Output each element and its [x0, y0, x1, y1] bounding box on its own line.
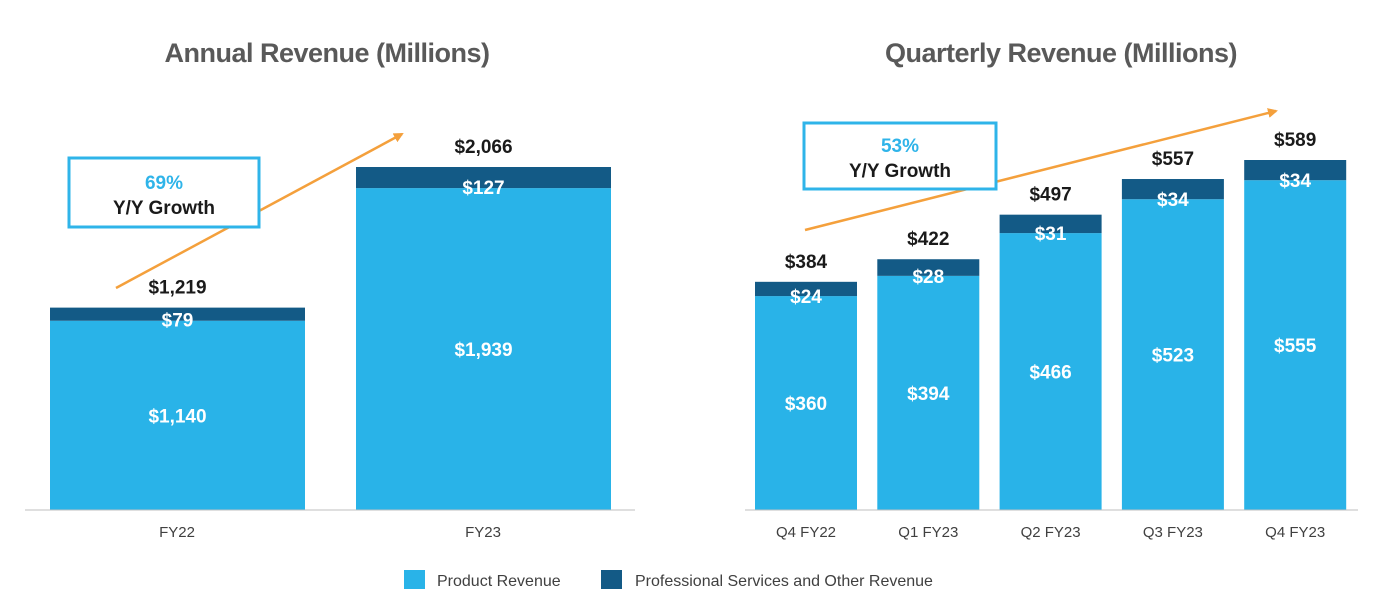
annual-label-product-fy22: $1,140: [148, 406, 206, 427]
quarterly-label-services-q2-fy23: $31: [1035, 224, 1067, 245]
annual-chart-title: Annual Revenue (Millions): [164, 38, 489, 68]
annual-label-services-fy22: $79: [162, 311, 194, 332]
legend-swatch-product: [404, 570, 425, 589]
quarterly-tick-q1-fy23: Q1 FY23: [898, 524, 958, 541]
quarterly-growth-label: Y/Y Growth: [849, 161, 951, 182]
quarterly-label-total-q2-fy23: $497: [1029, 185, 1071, 206]
quarterly-label-total-q3-fy23: $557: [1152, 149, 1194, 170]
annual-bar-product-fy23: [356, 188, 611, 510]
quarterly-label-total-q4-fy23: $589: [1274, 130, 1316, 151]
quarterly-bar-product-q4-fy22: [755, 296, 857, 510]
quarterly-growth-callout: [802, 121, 998, 191]
legend-label-product: Product Revenue: [437, 573, 561, 590]
annual-label-total-fy23: $2,066: [454, 137, 512, 158]
quarterly-tick-q4-fy23: Q4 FY23: [1265, 524, 1325, 541]
quarterly-label-product-q2-fy23: $466: [1029, 363, 1071, 384]
quarterly-chart-title: Quarterly Revenue (Millions): [885, 38, 1237, 68]
legend-label-services: Professional Services and Other Revenue: [635, 573, 933, 590]
quarterly-label-product-q4-fy23: $555: [1274, 336, 1317, 357]
annual-growth-label: Y/Y Growth: [113, 198, 215, 219]
quarterly-bar-services-q3-fy23: [1121, 179, 1224, 200]
quarterly-label-services-q3-fy23: $34: [1157, 190, 1189, 211]
annual-tick-fy22: FY22: [159, 524, 195, 541]
annual-label-product-fy23: $1,939: [454, 340, 512, 361]
quarterly-bar-product-q1-fy23: [877, 275, 980, 510]
quarterly-growth-arrow: [804, 108, 1278, 232]
quarterly-tick-q2-fy23: Q2 FY23: [1021, 524, 1081, 541]
annual-growth-value: 69%: [145, 173, 183, 194]
quarterly-label-services-q4-fy23: $34: [1279, 171, 1311, 192]
quarterly-growth-value: 53%: [881, 136, 919, 157]
quarterly-bars: $360 $24 $384 $394 $28 $422 $466 $31 $497 $523 $34…: [755, 130, 1347, 511]
quarterly-label-services-q1-fy23: $28: [912, 267, 944, 288]
annual-label-services-fy23: $127: [462, 178, 504, 199]
quarterly-tick-q4-fy22: Q4 FY22: [776, 524, 836, 541]
quarterly-label-product-q3-fy23: $523: [1152, 346, 1194, 367]
annual-tick-fy23: FY23: [465, 524, 501, 541]
quarterly-bar-services-q4-fy22: [755, 281, 857, 297]
quarterly-tick-q3-fy23: Q3 FY23: [1143, 524, 1203, 541]
quarterly-label-total-q4-fy22: $384: [785, 252, 828, 273]
quarterly-label-product-q1-fy23: $394: [907, 384, 950, 405]
annual-bar-product-fy22: [50, 320, 305, 510]
annual-bar-services-fy23: [356, 167, 611, 189]
quarterly-bar-product-q2-fy23: [999, 233, 1102, 511]
quarterly-revenue-chart: Quarterly Revenue (Millions) $360 $24 $384…: [745, 38, 1358, 541]
annual-bars: $1,140 $79 $1,219 $1,939 $127 $2,066: [50, 137, 611, 510]
legend-swatch-services: [601, 570, 622, 589]
quarterly-label-product-q4-fy22: $360: [785, 394, 827, 415]
annual-label-total-fy22: $1,219: [148, 278, 206, 299]
annual-bar-services-fy22: [50, 307, 305, 321]
quarterly-bar-services-q2-fy23: [999, 214, 1102, 234]
annual-revenue-chart: Annual Revenue (Millions) $1,140 $79 $1,21…: [25, 38, 635, 541]
legend: Product Revenue Professional Services an…: [404, 570, 933, 590]
annual-growth-callout: [67, 156, 261, 229]
quarterly-bar-services-q4-fy23: [1244, 160, 1347, 181]
quarterly-bar-product-q4-fy23: [1244, 180, 1347, 510]
quarterly-ticks: Q4 FY22 Q1 FY23 Q2 FY23 Q3 FY23 Q4 FY23: [776, 524, 1325, 541]
quarterly-label-total-q1-fy23: $422: [907, 229, 949, 250]
quarterly-bar-services-q1-fy23: [877, 259, 980, 276]
quarterly-label-services-q4-fy22: $24: [790, 287, 822, 308]
quarterly-bar-product-q3-fy23: [1121, 199, 1224, 511]
